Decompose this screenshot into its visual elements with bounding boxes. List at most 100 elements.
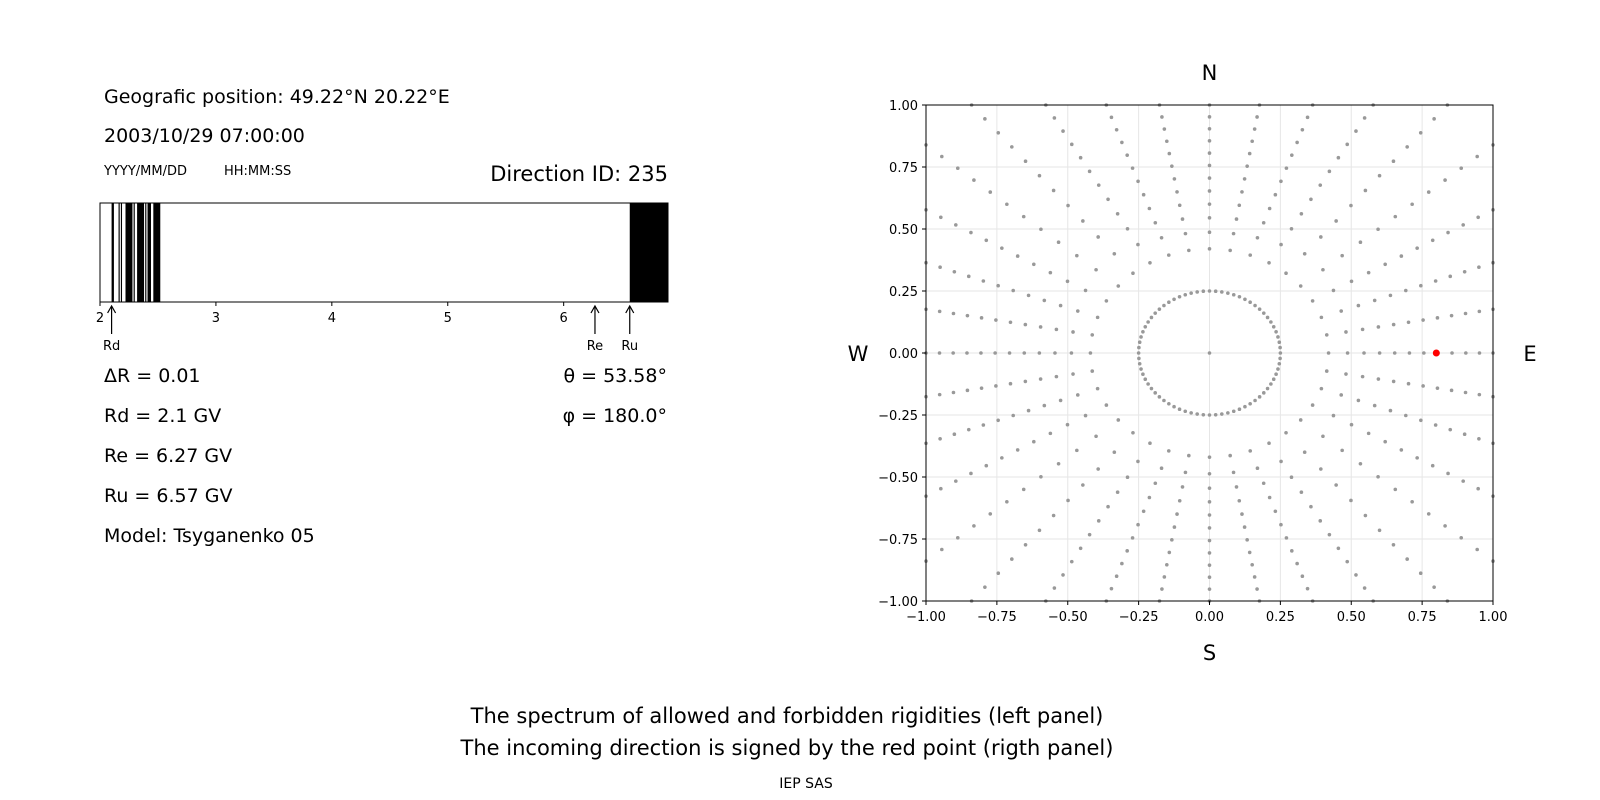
direction-point [1476, 486, 1480, 491]
direction-point [1376, 377, 1381, 381]
direction-point [1159, 235, 1164, 240]
direction-point [938, 436, 942, 441]
direction-point [1248, 253, 1253, 257]
direction-point [1207, 126, 1212, 131]
direction-point [1094, 434, 1098, 439]
direction-point [1344, 372, 1348, 376]
direction-point [1362, 116, 1367, 120]
direction-point [1104, 599, 1109, 603]
direction-point [1298, 284, 1303, 288]
direction-point [969, 599, 974, 603]
marker-arrow-head [590, 304, 600, 314]
direction-point [1477, 436, 1481, 441]
direction-point [1345, 142, 1350, 147]
spectrum-frame [99, 202, 669, 303]
direction-point [1284, 430, 1288, 435]
direction-point [1095, 315, 1100, 320]
direction-point [1459, 535, 1464, 540]
direction-point [1177, 498, 1182, 503]
direction-point [1207, 538, 1212, 543]
direction-point [1356, 398, 1361, 403]
direction-point [937, 309, 942, 314]
direction-point [1295, 140, 1299, 145]
direction-point [938, 265, 942, 270]
direction-point [1310, 599, 1315, 603]
direction-point [1405, 145, 1409, 149]
spectrum-background [100, 203, 668, 302]
direction-point [1069, 351, 1074, 355]
direction-point [1162, 127, 1167, 131]
direction-point [1096, 235, 1100, 239]
direction-point [1377, 528, 1382, 533]
direction-point [1054, 374, 1059, 379]
direction-point [965, 351, 969, 355]
direction-point [1167, 151, 1172, 156]
direction-point [1166, 449, 1171, 453]
direction-point [1309, 504, 1313, 509]
direction-point [1207, 247, 1212, 251]
direction-point [1491, 260, 1495, 265]
direction-point [1237, 203, 1242, 208]
direction-point [1048, 270, 1053, 275]
direction-point [1319, 235, 1323, 239]
direction-point [1327, 532, 1332, 537]
theta-value: θ = 53.58° [563, 365, 667, 387]
direction-point [1261, 311, 1266, 315]
direction-point [1207, 176, 1212, 180]
direction-point [1393, 214, 1398, 219]
forbidden-band [133, 203, 135, 302]
direction-point [1363, 513, 1368, 518]
direction-point [924, 394, 928, 399]
direction-point [1023, 542, 1028, 547]
rigidity-spectrum-chart: 2 3 4 5 6 Rd Re Ru [96, 202, 669, 354]
direction-point [1477, 351, 1482, 355]
direction-point [1207, 115, 1212, 119]
direction-point [1183, 470, 1188, 475]
direction-point [966, 427, 971, 432]
direction-point [1339, 309, 1344, 313]
direction-point [1207, 513, 1212, 517]
direction-point [1054, 327, 1059, 332]
direction-point [1284, 271, 1288, 276]
direction-point [1207, 599, 1212, 603]
direction-point [939, 215, 943, 220]
direction-point [1136, 351, 1141, 355]
direction-point [1418, 571, 1423, 576]
x-tick-label: −1.00 [906, 610, 946, 625]
direction-point [1476, 215, 1480, 220]
direction-point [1269, 382, 1273, 386]
direction-point [1131, 271, 1135, 276]
direction-point [1066, 203, 1070, 208]
direction-point [1172, 297, 1176, 302]
direction-point [1177, 295, 1182, 299]
direction-point [1195, 290, 1199, 294]
direction-point [1189, 291, 1193, 295]
re-value: Re = 6.27 GV [104, 445, 233, 467]
phi-value: φ = 180.0° [562, 405, 667, 427]
direction-point [1305, 115, 1310, 120]
direction-point [1234, 217, 1239, 221]
direction-point [1207, 351, 1212, 355]
direction-point [1310, 403, 1315, 407]
direction-point [1461, 479, 1465, 483]
direction-point [1491, 307, 1495, 312]
direction-point [1430, 238, 1435, 243]
direction-point [1406, 320, 1411, 325]
direction-point [1433, 423, 1438, 427]
direction-point [951, 390, 956, 395]
direction-point [1240, 512, 1244, 516]
direction-point [1403, 288, 1408, 293]
direction-point [1376, 227, 1380, 232]
compass-south-label: S [1203, 641, 1216, 665]
y-tick-label: 0.25 [889, 285, 918, 300]
direction-point [1279, 242, 1283, 247]
direction-point [1391, 322, 1396, 327]
direction-point [1207, 500, 1212, 504]
direction-point [1189, 411, 1193, 415]
direction-point [1159, 466, 1164, 471]
direction-point [1248, 449, 1253, 453]
direction-point [1078, 155, 1083, 160]
direction-point [1131, 430, 1135, 435]
incoming-direction-point [1432, 349, 1440, 357]
direction-point [1252, 127, 1257, 131]
